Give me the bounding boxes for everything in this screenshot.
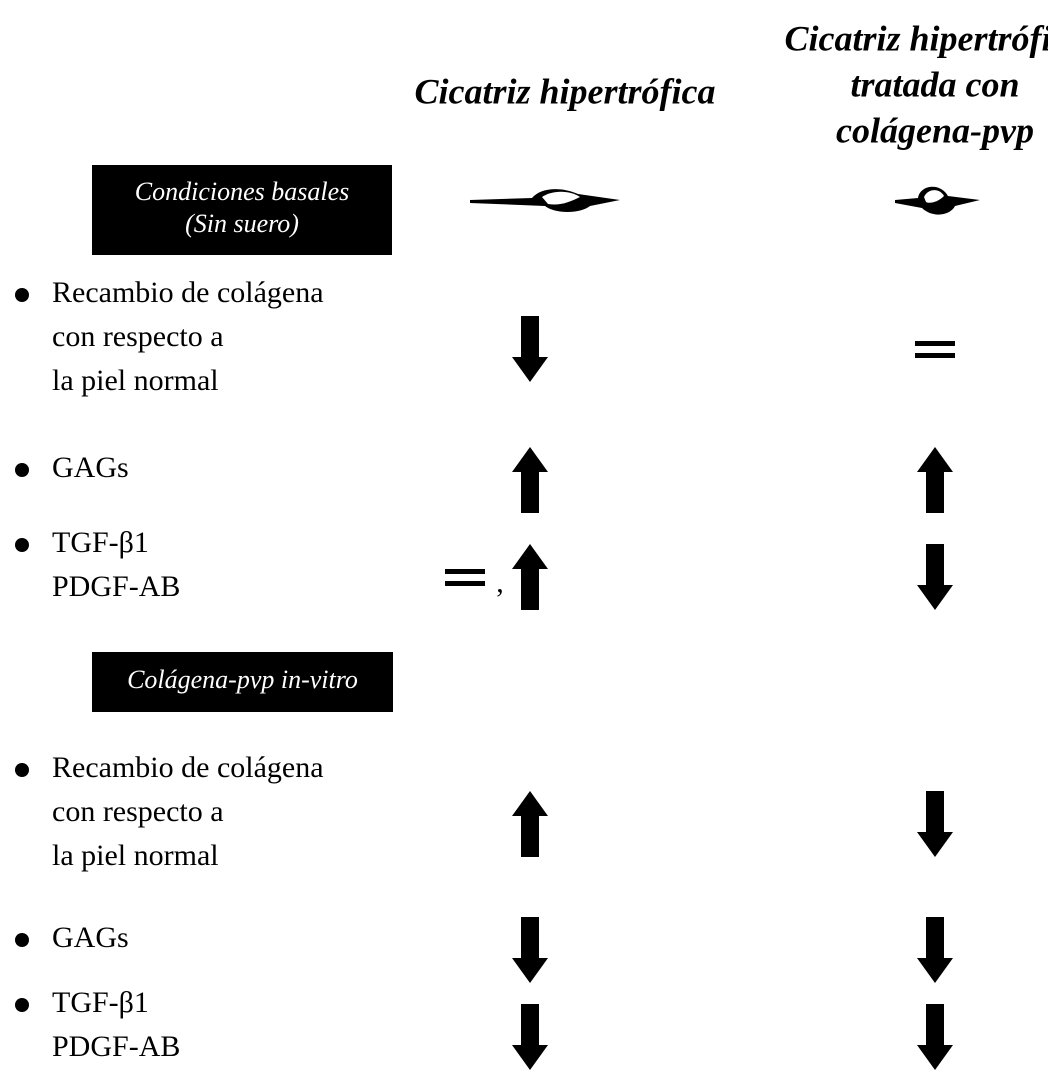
cell-icon: [542, 191, 580, 205]
arrow-up: [917, 447, 953, 513]
equal-sign: [445, 569, 485, 574]
arrow-down: [917, 1004, 953, 1070]
section-label: Condiciones basales: [135, 177, 350, 206]
section-label: Colágena-pvp in-vitro: [127, 665, 358, 694]
separator: ,: [496, 566, 504, 599]
row-text: con respecto a: [52, 320, 224, 353]
bullet: [15, 998, 29, 1012]
arrow-down: [917, 791, 953, 857]
section-label: (Sin suero): [185, 209, 299, 238]
section-label-box: [92, 652, 393, 712]
row-text: con respecto a: [52, 795, 224, 828]
column-header: Cicatriz hipertrófica: [784, 18, 1048, 58]
arrow-down: [512, 1004, 548, 1070]
arrow-down: [512, 316, 548, 382]
cell-icon: [924, 190, 944, 203]
row-text: TGF-β1: [52, 986, 149, 1019]
row-text: GAGs: [52, 451, 129, 484]
equal-sign: [445, 581, 485, 586]
row-text: la piel normal: [52, 364, 219, 397]
row-text: Recambio de colágena: [52, 276, 324, 309]
row-text: TGF-β1: [52, 526, 149, 559]
cell-icon: [470, 189, 620, 212]
arrow-up: [512, 544, 548, 610]
arrow-up: [512, 447, 548, 513]
bullet: [15, 763, 29, 777]
bullet: [15, 463, 29, 477]
row-text: PDGF-AB: [52, 570, 180, 603]
column-header: Cicatriz hipertrófica: [414, 71, 715, 111]
equal-sign: [915, 353, 955, 358]
column-header: colágena-pvp: [836, 110, 1034, 150]
arrow-up: [512, 791, 548, 857]
row-text: GAGs: [52, 921, 129, 954]
row-text: la piel normal: [52, 839, 219, 872]
bullet: [15, 538, 29, 552]
arrow-down: [917, 917, 953, 983]
arrow-down: [512, 917, 548, 983]
arrow-down: [917, 544, 953, 610]
bullet: [15, 288, 29, 302]
row-text: Recambio de colágena: [52, 751, 324, 784]
row-text: PDGF-AB: [52, 1030, 180, 1063]
section-label-box: [92, 165, 392, 255]
equal-sign: [915, 341, 955, 346]
bullet: [15, 933, 29, 947]
column-header: tratada con: [850, 64, 1019, 104]
